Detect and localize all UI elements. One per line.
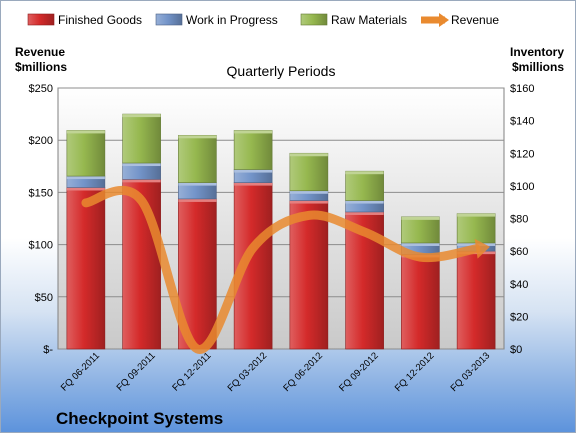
x-tick-label: FQ 09-2011 <box>115 350 158 393</box>
right-tick-label: $100 <box>510 181 534 193</box>
left-tick-label: $200 <box>29 135 53 147</box>
right-tick-label: $40 <box>510 279 528 291</box>
x-tick-label: FQ 12-2012 <box>393 350 437 394</box>
bar-segment <box>456 213 496 244</box>
bar-segment <box>401 216 440 244</box>
bar-segment-highlight <box>66 176 105 180</box>
left-axis-label-line2: $millions <box>15 60 67 74</box>
legend: Finished Goods Work in Progress Raw Materi… <box>27 13 499 27</box>
bar-segment <box>66 130 106 177</box>
legend-label: Work in Progress <box>186 13 278 27</box>
bar-segment-highlight <box>178 135 217 139</box>
bar-segment-highlight <box>289 153 328 157</box>
bar-segment <box>178 198 217 350</box>
bar-segment <box>233 130 273 170</box>
right-tick-label: $60 <box>510 246 528 258</box>
bar-segment-highlight <box>234 169 273 173</box>
left-tick-label: $250 <box>29 83 53 95</box>
bar-segment-highlight <box>457 213 496 217</box>
bar-segment <box>66 187 106 350</box>
right-tick-label: $160 <box>510 83 534 95</box>
right-tick-label: $20 <box>510 311 528 323</box>
bar-segment-highlight <box>345 200 384 204</box>
bar-segment-highlight <box>234 182 273 186</box>
legend-label: Finished Goods <box>58 13 142 27</box>
bar-segment-highlight <box>401 216 440 220</box>
bar-segment <box>289 152 329 192</box>
bar-segment <box>178 135 217 183</box>
bar-segment-highlight <box>66 187 105 191</box>
bar-segment <box>345 170 384 201</box>
bar-segment-highlight <box>289 190 328 194</box>
right-axis-label-line1: Inventory <box>510 45 564 59</box>
bar-segment <box>122 113 161 164</box>
right-tick-label: $0 <box>510 344 522 356</box>
right-axis-label-line2: $millions <box>512 60 564 74</box>
left-tick-label: $50 <box>35 292 53 304</box>
bar-segment-highlight <box>122 179 161 183</box>
left-axis-label-line1: Revenue <box>15 45 65 59</box>
revenue-line-group <box>81 185 490 354</box>
chart-title: Quarterly Periods <box>227 63 336 79</box>
bar-segment-highlight <box>66 130 105 134</box>
bar-segment-highlight <box>345 171 384 175</box>
x-tick-label: FQ 06-2012 <box>281 350 325 394</box>
bar-segment-highlight <box>178 182 217 186</box>
legend-swatch <box>27 13 55 26</box>
legend-label: Raw Materials <box>331 13 407 27</box>
right-tick-label: $80 <box>510 214 528 226</box>
bar-segment-highlight <box>234 130 273 134</box>
revenue-line-arrowhead <box>474 238 490 259</box>
revenue-line <box>81 185 481 354</box>
x-tick-label: FQ 03-2013 <box>449 350 493 394</box>
x-tick-label: FQ 09-2012 <box>337 350 381 394</box>
legend-swatch <box>300 13 328 26</box>
bar-segment-highlight <box>122 114 161 118</box>
bar-segment-highlight <box>345 211 384 215</box>
left-tick-label: $100 <box>29 240 53 252</box>
company-name: Checkpoint Systems <box>56 409 223 428</box>
bar-segment-highlight <box>178 198 217 202</box>
bar-segment-highlight <box>289 200 328 204</box>
left-tick-label: $150 <box>29 187 53 199</box>
legend-swatch-revenue-arrow <box>439 13 449 27</box>
legend-swatch <box>155 13 183 26</box>
legend-label: Revenue <box>451 13 499 27</box>
right-tick-label: $120 <box>510 148 534 160</box>
bar-segment-highlight <box>401 242 440 246</box>
right-tick-label: $140 <box>510 116 534 128</box>
left-tick-label: $- <box>43 344 53 356</box>
bar-segment-highlight <box>122 163 161 167</box>
bar-segment <box>289 200 329 350</box>
x-tick-label: FQ 12-2011 <box>170 350 213 393</box>
x-tick-label: FQ 03-2012 <box>226 350 270 394</box>
bar-segment <box>456 250 496 350</box>
bar-segment <box>401 254 440 350</box>
x-tick-label: FQ 06-2011 <box>59 350 102 393</box>
